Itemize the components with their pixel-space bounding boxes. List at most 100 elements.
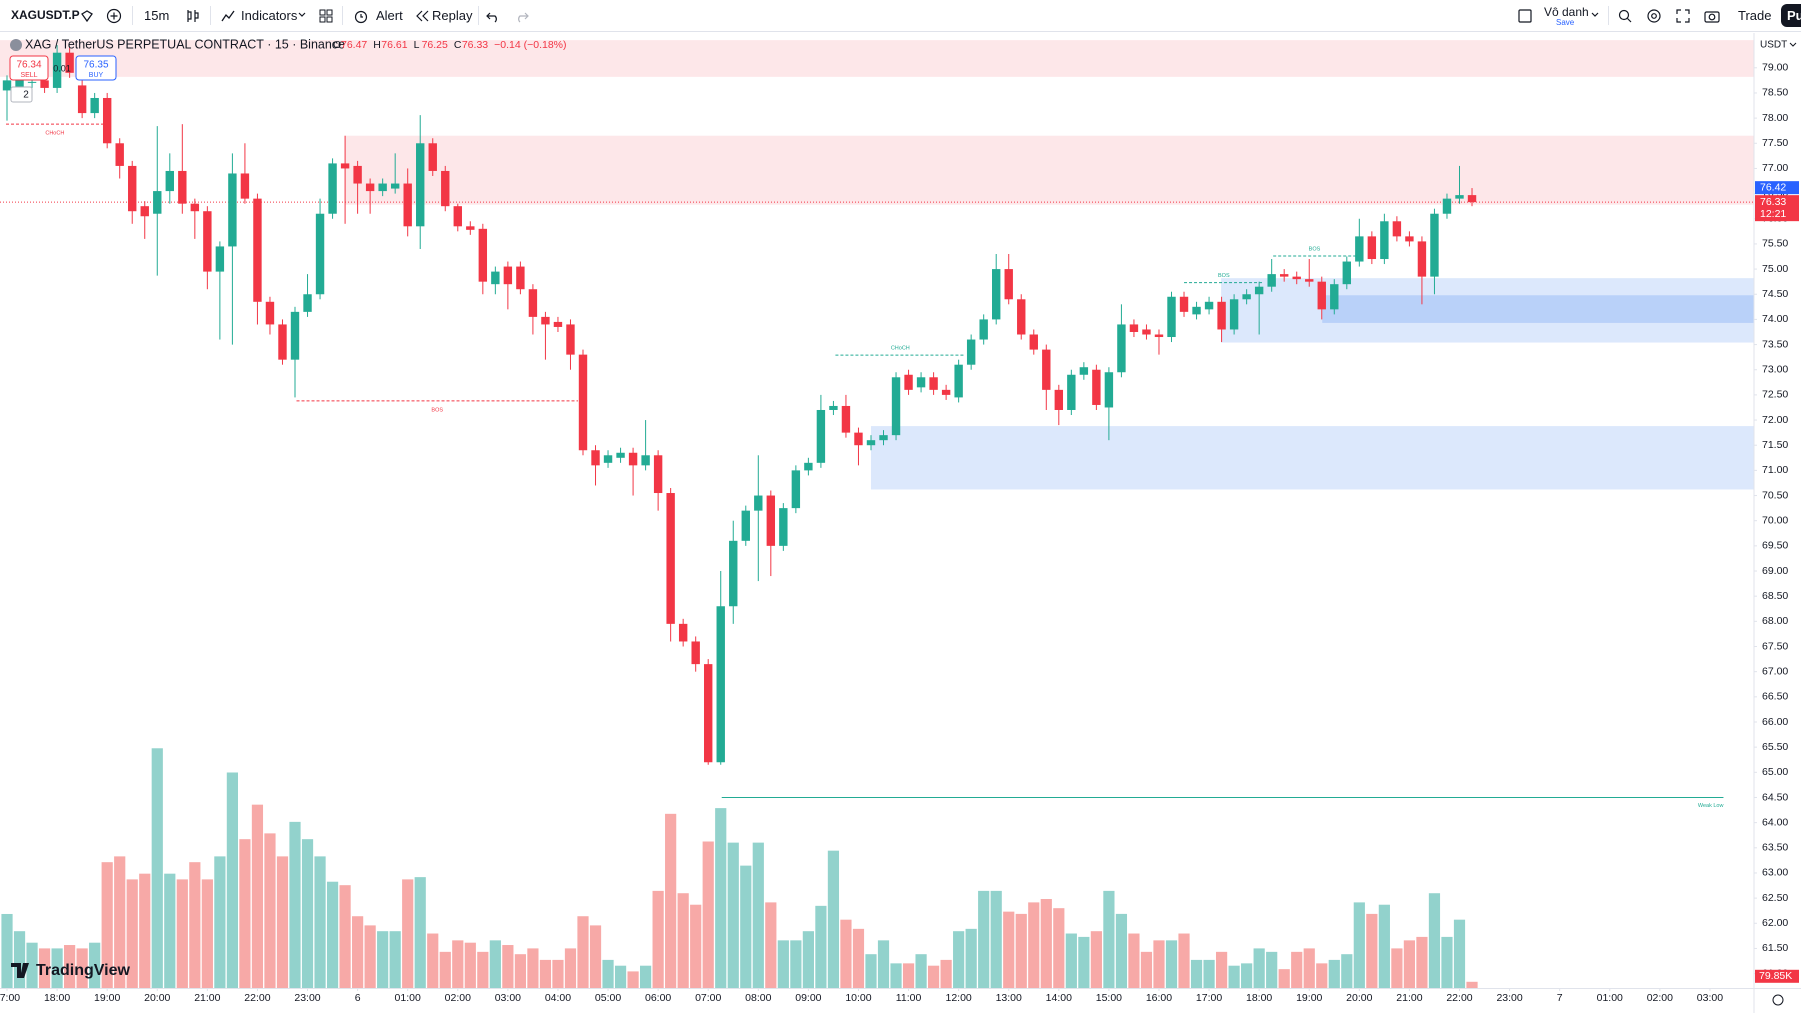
- volume-bar: [26, 942, 38, 989]
- replay-icon[interactable]: [414, 8, 430, 24]
- x-tick-label: 19:00: [1296, 992, 1322, 1004]
- buy-label[interactable]: BUY: [89, 72, 104, 79]
- symbol[interactable]: XAGUSDT.P: [11, 8, 80, 22]
- axis-settings-icon[interactable]: [1772, 994, 1784, 1006]
- dropdown-icon[interactable]: [1590, 10, 1600, 20]
- replay-button[interactable]: Replay: [432, 8, 473, 23]
- compare-icon[interactable]: [106, 8, 122, 24]
- position-count[interactable]: 2: [23, 90, 29, 101]
- candle-body: [916, 377, 926, 388]
- x-tick-label: 21:00: [194, 992, 220, 1004]
- search-icon[interactable]: [1617, 8, 1633, 24]
- symbol-logo: [10, 39, 22, 51]
- volume-bar: [827, 850, 840, 989]
- candle-body: [979, 319, 988, 340]
- indicators-button[interactable]: Indicators: [241, 8, 298, 23]
- fullscreen-icon[interactable]: [1675, 8, 1691, 24]
- undo-icon[interactable]: [485, 8, 501, 24]
- legend-key: L: [414, 39, 420, 51]
- symbol-icon[interactable]: [80, 9, 94, 23]
- volume-bar: [64, 945, 76, 989]
- candle-body: [153, 191, 162, 214]
- volume-bar: [514, 954, 526, 989]
- layout-name[interactable]: Vô danh: [1544, 5, 1589, 19]
- layouts-icon[interactable]: [318, 8, 334, 24]
- redo-icon[interactable]: [514, 8, 530, 24]
- candle-body: [1204, 301, 1214, 310]
- candle-body: [215, 246, 225, 272]
- candle-body: [253, 198, 262, 302]
- volume-bar: [226, 772, 238, 989]
- volume-bar: [940, 959, 952, 989]
- volume-bar: [314, 856, 326, 989]
- volume-bar: [1291, 951, 1303, 989]
- indicators-icon[interactable]: [220, 8, 236, 24]
- settings-icon[interactable]: [1646, 8, 1662, 24]
- y-tick-label: 67.00: [1762, 665, 1788, 677]
- volume-bar: [477, 951, 489, 989]
- volume-bar: [1341, 954, 1353, 989]
- buy-button[interactable]: [75, 55, 117, 81]
- y-tick-label: 69.50: [1762, 540, 1788, 552]
- candle-body: [566, 324, 575, 355]
- candle-body: [678, 623, 688, 642]
- interval[interactable]: 15m: [144, 8, 170, 23]
- x-tick-label: 11:00: [896, 992, 922, 1004]
- dropdown-icon[interactable]: [297, 10, 307, 20]
- currency[interactable]: USDT: [1760, 40, 1787, 51]
- candle-body: [691, 641, 700, 665]
- layout-icon[interactable]: [1517, 8, 1533, 24]
- sell-price[interactable]: 76.34: [16, 60, 41, 71]
- separator: [342, 6, 343, 25]
- candle-body: [441, 170, 450, 207]
- candle-body: [77, 85, 87, 114]
- alert-button[interactable]: Alert: [376, 8, 403, 23]
- volume-bar: [239, 839, 251, 989]
- candle-body: [841, 405, 851, 433]
- candle-body: [40, 80, 49, 88]
- volume-bar: [765, 902, 777, 989]
- volume-bar: [1391, 948, 1403, 989]
- x-tick-label: 17:00: [1196, 992, 1222, 1004]
- alert-icon[interactable]: [353, 8, 369, 24]
- volume-label: 79.85K: [1759, 970, 1792, 982]
- y-tick-label: 75.50: [1762, 238, 1788, 250]
- position-box[interactable]: [10, 86, 33, 103]
- legend-value: 76.33: [462, 39, 488, 51]
- plot-area: CHoCH BOS CHoCH BOS BOS Weak Low: [0, 40, 1754, 989]
- chart-type-icon[interactable]: [184, 8, 200, 24]
- candle-body: [1167, 296, 1176, 338]
- trade-button[interactable]: Trade: [1738, 8, 1772, 23]
- y-tick-label: 74.50: [1762, 288, 1788, 300]
- volume-bar: [740, 865, 752, 989]
- volume-bar: [1190, 959, 1203, 989]
- x-tick-label: 01:00: [395, 992, 421, 1004]
- x-tick-label: 18:00: [44, 992, 70, 1004]
- candle-body: [1442, 198, 1452, 214]
- candle-body: [641, 455, 650, 466]
- volume-bar: [289, 821, 301, 989]
- publish-button[interactable]: Pu: [1781, 4, 1801, 27]
- x-tick-label: 02:00: [445, 992, 471, 1004]
- volume-bar: [51, 948, 63, 989]
- candle-body: [616, 452, 625, 458]
- save-button[interactable]: Save: [1556, 18, 1575, 27]
- candle-body: [729, 540, 738, 607]
- candle-body: [240, 173, 250, 199]
- volume-bar: [1103, 890, 1115, 989]
- volume-bar: [665, 813, 677, 989]
- candle-body: [816, 409, 826, 463]
- snapshot-icon[interactable]: [1703, 8, 1721, 24]
- candle-body: [1217, 301, 1226, 330]
- y-tick-label: 72.00: [1762, 414, 1788, 426]
- currency-dropdown[interactable]: [1789, 42, 1797, 47]
- sell-label[interactable]: SELL: [20, 72, 37, 79]
- candle-body: [1017, 299, 1026, 335]
- candle-body: [1029, 334, 1038, 350]
- candle-body: [1117, 324, 1126, 373]
- volume-bar: [114, 856, 126, 989]
- sell-button[interactable]: [9, 55, 49, 81]
- volume-bar: [978, 890, 990, 989]
- buy-price[interactable]: 76.35: [83, 60, 108, 71]
- y-tick-label: 65.50: [1762, 741, 1788, 753]
